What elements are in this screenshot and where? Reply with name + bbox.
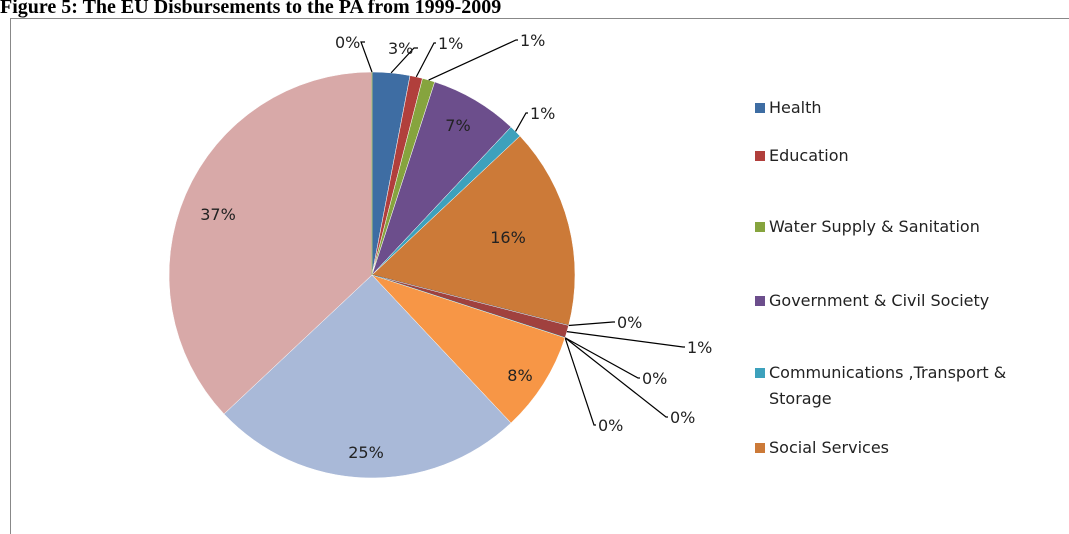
data-label: 1% (438, 34, 463, 53)
data-label: 0% (617, 313, 642, 332)
data-label: 0% (598, 416, 623, 435)
leader-line (390, 47, 418, 74)
leader-line (564, 337, 668, 418)
pie-slice (223, 274, 512, 479)
legend-entry: Education (755, 143, 1024, 169)
pie-slice (371, 274, 566, 424)
legend-swatch (755, 151, 765, 161)
chart-border (10, 18, 1069, 534)
data-label: 3% (388, 39, 413, 58)
legend-label: Water Supply & Sanitation (769, 217, 980, 236)
legend-entry: Government & Civil Society (755, 288, 1024, 314)
leader-line (515, 112, 528, 132)
legend-swatch (755, 368, 765, 378)
legend-label: Social Services (769, 438, 889, 457)
legend-entry: Social Services (755, 435, 1024, 461)
data-label: 0% (642, 369, 667, 388)
data-label: 1% (520, 31, 545, 50)
legend-label: Health (769, 98, 822, 117)
data-label: 37% (200, 205, 236, 224)
legend-entry: Communications ,Transport & Storage (755, 360, 1024, 412)
data-label: 0% (335, 33, 360, 52)
data-label: 1% (530, 104, 555, 123)
data-label: 7% (445, 116, 470, 135)
data-label: 8% (507, 366, 532, 385)
leader-line (564, 337, 596, 426)
leader-line (415, 42, 436, 78)
legend-swatch (755, 103, 765, 113)
leader-line (564, 337, 640, 379)
leader-line (568, 321, 615, 327)
leader-line (428, 39, 518, 81)
leader-line (566, 331, 685, 348)
legend-swatch (755, 222, 765, 232)
data-label: 16% (490, 228, 526, 247)
legend-label: Government & Civil Society (769, 291, 990, 310)
legend-label: Education (769, 146, 849, 165)
data-label: 25% (348, 443, 384, 462)
data-label: 1% (687, 338, 712, 357)
legend-entry: Water Supply & Sanitation (755, 214, 1024, 240)
pie-slice (371, 135, 576, 326)
legend-swatch (755, 443, 765, 453)
legend-label: Communications ,Transport & Storage (769, 363, 1007, 408)
leader-line (360, 41, 373, 73)
legend-swatch (755, 296, 765, 306)
legend-entry: Health (755, 95, 1024, 121)
pie-slice (168, 71, 373, 415)
data-label: 0% (670, 408, 695, 427)
chart-title: Figure 5: The EU Disbursements to the PA… (0, 0, 501, 18)
